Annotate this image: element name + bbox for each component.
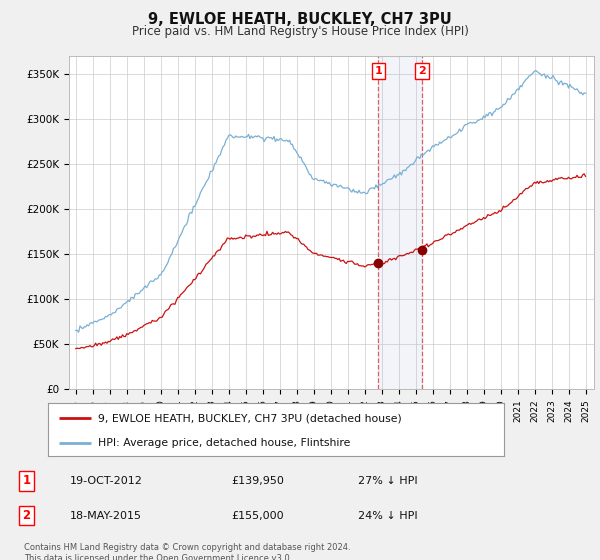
Text: 18-MAY-2015: 18-MAY-2015 xyxy=(70,511,142,521)
Text: 9, EWLOE HEATH, BUCKLEY, CH7 3PU: 9, EWLOE HEATH, BUCKLEY, CH7 3PU xyxy=(148,12,452,27)
Text: 9, EWLOE HEATH, BUCKLEY, CH7 3PU (detached house): 9, EWLOE HEATH, BUCKLEY, CH7 3PU (detach… xyxy=(98,413,402,423)
Bar xyxy=(378,56,422,389)
Text: 1: 1 xyxy=(374,66,382,76)
Text: 1: 1 xyxy=(22,474,31,487)
Text: Contains HM Land Registry data © Crown copyright and database right 2024.
This d: Contains HM Land Registry data © Crown c… xyxy=(24,543,350,560)
Text: 27% ↓ HPI: 27% ↓ HPI xyxy=(358,476,417,486)
Text: 2: 2 xyxy=(418,66,426,76)
Text: 2: 2 xyxy=(22,509,31,522)
Text: Price paid vs. HM Land Registry's House Price Index (HPI): Price paid vs. HM Land Registry's House … xyxy=(131,25,469,38)
Text: £155,000: £155,000 xyxy=(231,511,284,521)
Text: 24% ↓ HPI: 24% ↓ HPI xyxy=(358,511,417,521)
Text: £139,950: £139,950 xyxy=(231,476,284,486)
Text: 19-OCT-2012: 19-OCT-2012 xyxy=(70,476,142,486)
Text: HPI: Average price, detached house, Flintshire: HPI: Average price, detached house, Flin… xyxy=(98,437,350,447)
